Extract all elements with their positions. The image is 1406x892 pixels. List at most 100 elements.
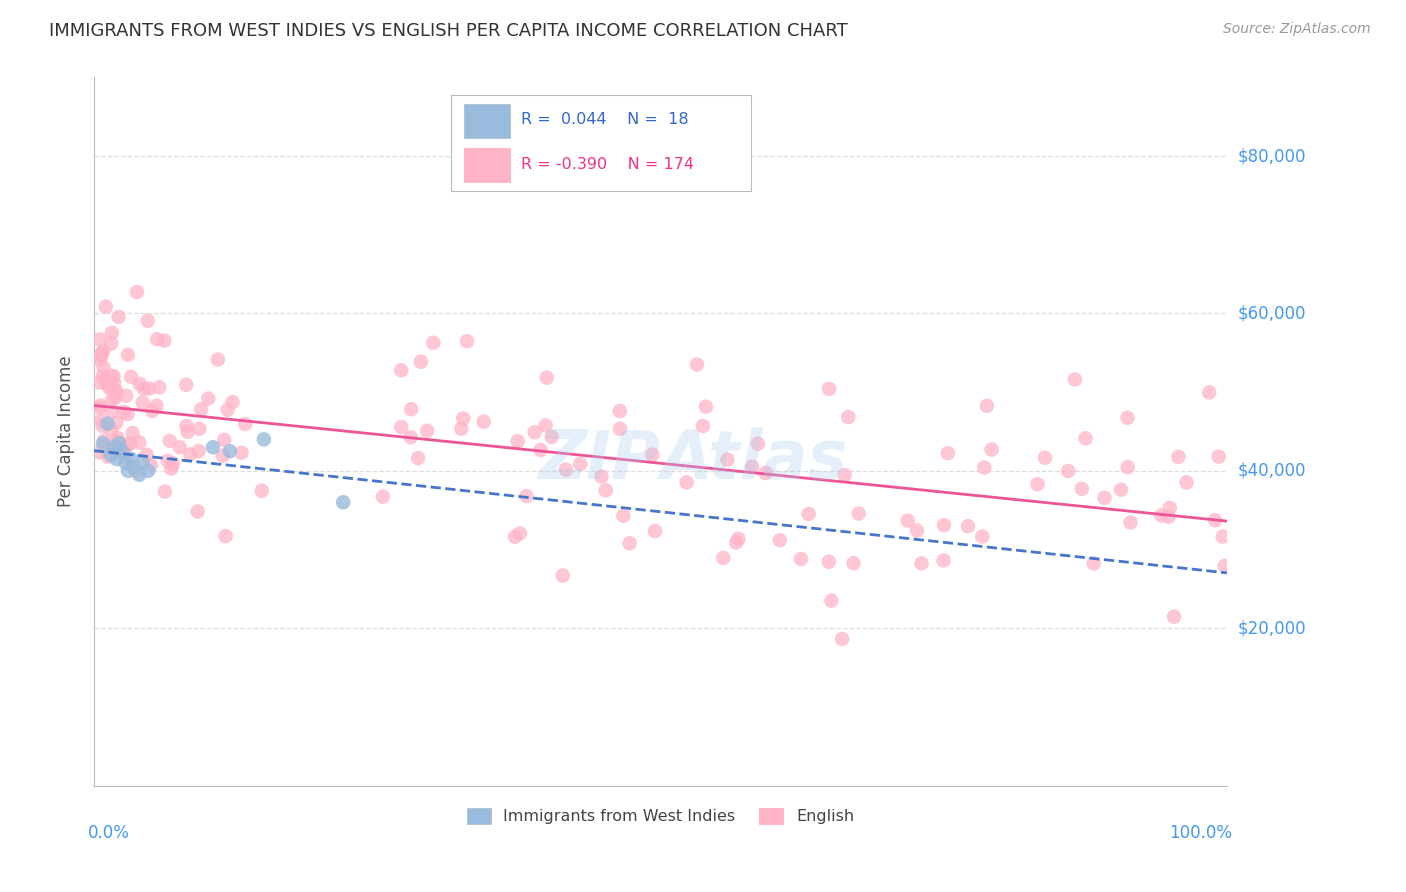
Point: [125, 285, 148, 299]
Point: [972, 530, 994, 544]
Point: [956, 519, 979, 533]
Point: [138, 382, 160, 396]
Point: [96, 417, 118, 431]
Point: [101, 392, 124, 407]
Point: [187, 504, 209, 518]
Point: [176, 419, 198, 434]
Point: [422, 335, 444, 350]
Point: [146, 332, 169, 346]
Point: [207, 352, 229, 367]
Point: [90, 413, 112, 427]
Point: [1204, 513, 1226, 527]
Point: [233, 417, 256, 431]
Text: IMMIGRANTS FROM WEST INDIES VS ENGLISH PER CAPITA INCOME CORRELATION CHART: IMMIGRANTS FROM WEST INDIES VS ENGLISH P…: [49, 22, 848, 40]
Point: [145, 399, 167, 413]
Point: [1109, 483, 1132, 497]
Point: [187, 444, 209, 458]
Point: [89, 333, 111, 347]
Point: [1094, 491, 1116, 505]
Point: [1167, 450, 1189, 464]
Point: [217, 402, 239, 417]
Point: [1157, 509, 1180, 524]
Point: [136, 314, 159, 328]
Bar: [464, 148, 510, 182]
Point: [107, 431, 129, 445]
Point: [103, 440, 125, 454]
Point: [160, 461, 183, 475]
Point: [177, 425, 200, 439]
Point: [100, 423, 122, 437]
Point: [534, 418, 557, 433]
FancyBboxPatch shape: [451, 95, 751, 191]
Point: [644, 524, 666, 538]
Point: [716, 452, 738, 467]
Point: [162, 457, 184, 471]
Point: [100, 443, 122, 458]
Point: [1033, 450, 1056, 465]
Point: [128, 435, 150, 450]
Point: [371, 490, 394, 504]
Point: [769, 533, 792, 548]
Point: [91, 368, 114, 383]
Point: [515, 489, 537, 503]
Point: [156, 454, 179, 468]
Point: [609, 404, 631, 418]
Point: [90, 349, 112, 363]
Point: [105, 386, 128, 401]
Point: [111, 444, 134, 458]
Text: 100.0%: 100.0%: [1170, 824, 1233, 842]
Point: [107, 434, 129, 449]
Point: [132, 382, 155, 396]
Point: [932, 553, 955, 567]
Point: [128, 467, 150, 482]
Point: [1119, 516, 1142, 530]
Point: [105, 452, 128, 467]
Point: [131, 395, 153, 409]
Text: R = -0.390    N = 174: R = -0.390 N = 174: [522, 157, 695, 172]
Point: [692, 418, 714, 433]
Point: [89, 401, 111, 415]
Point: [101, 404, 124, 418]
Point: [120, 369, 142, 384]
Point: [159, 434, 181, 448]
Point: [136, 464, 159, 478]
Point: [503, 530, 526, 544]
Point: [91, 436, 114, 450]
Point: [120, 436, 142, 450]
Point: [834, 468, 856, 483]
Point: [190, 402, 212, 417]
Point: [122, 459, 145, 474]
Point: [831, 632, 853, 646]
Point: [104, 384, 127, 398]
Point: [332, 495, 354, 509]
Point: [612, 508, 634, 523]
Point: [91, 418, 114, 433]
Point: [103, 376, 125, 391]
Point: [848, 507, 870, 521]
Text: Atlas: Atlas: [661, 426, 848, 492]
Point: [107, 310, 129, 324]
Point: [89, 353, 111, 368]
Point: [675, 475, 697, 490]
Point: [108, 436, 131, 450]
Point: [201, 440, 224, 454]
Point: [409, 354, 432, 368]
Point: [619, 536, 641, 550]
Point: [97, 450, 120, 464]
Point: [416, 424, 439, 438]
Point: [399, 430, 422, 444]
Point: [755, 466, 778, 480]
Point: [536, 370, 558, 384]
Point: [529, 442, 551, 457]
Point: [120, 452, 142, 467]
Point: [90, 346, 112, 360]
Point: [569, 457, 592, 471]
Point: [135, 448, 157, 462]
Point: [1057, 464, 1080, 478]
Point: [399, 402, 422, 417]
Point: [97, 377, 120, 392]
Text: 0.0%: 0.0%: [89, 824, 131, 842]
Point: [595, 483, 617, 498]
Text: $20,000: $20,000: [1239, 619, 1306, 637]
Point: [101, 326, 124, 340]
